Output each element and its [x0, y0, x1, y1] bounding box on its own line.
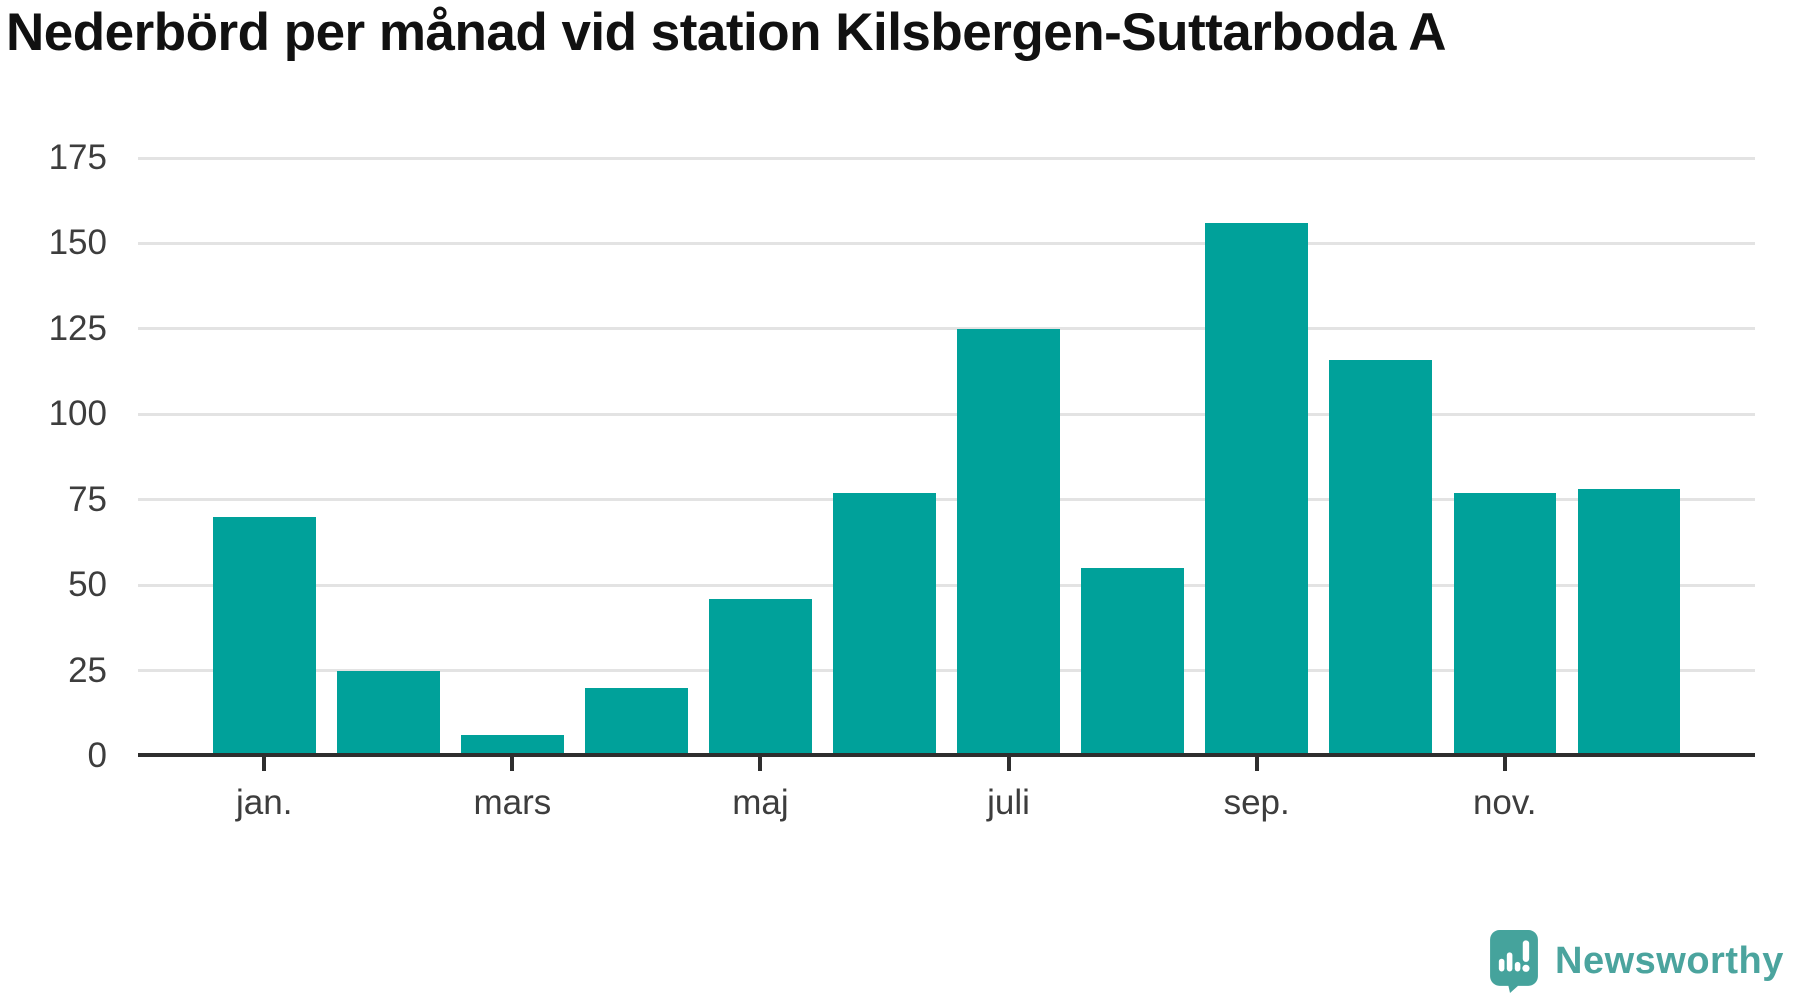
gridline-50	[138, 583, 1755, 587]
y-axis-label-100: 100	[48, 394, 107, 434]
x-axis-tick-maj	[758, 757, 763, 771]
bar-maj	[709, 598, 812, 756]
x-axis-label-maj: maj	[732, 783, 789, 822]
bar-juli	[957, 328, 1060, 756]
y-axis-label-75: 75	[68, 479, 107, 519]
x-axis-tick-nov	[1502, 757, 1507, 771]
x-axis-tick-juli	[1006, 757, 1011, 771]
x-axis-tick-jan	[262, 757, 267, 771]
bar-feb	[337, 670, 440, 756]
y-axis-label-175: 175	[48, 138, 107, 177]
x-axis-label-nov: nov.	[1472, 783, 1537, 822]
gridline-175	[138, 156, 1755, 160]
y-axis-label-25: 25	[68, 650, 107, 690]
x-axis-label-sep: sep.	[1223, 783, 1290, 822]
newsworthy-speech-bubble-icon	[1490, 930, 1538, 993]
x-axis-tick-sep	[1254, 757, 1259, 771]
bar-nov	[1453, 492, 1556, 756]
y-axis-label-150: 150	[48, 223, 107, 263]
x-axis-label-juli: juli	[987, 783, 1030, 822]
newsworthy-logo-text: Newsworthy	[1555, 940, 1784, 982]
y-axis-label-50: 50	[68, 565, 107, 605]
gridline-100	[138, 412, 1755, 416]
bar-dec	[1577, 489, 1681, 756]
gridline-150	[138, 241, 1755, 245]
gridline-25	[138, 669, 1755, 673]
y-axis-label-0: 0	[87, 736, 107, 775]
x-axis-tick-mars	[510, 757, 515, 771]
bar-mars	[461, 735, 564, 756]
chart-title: Nederbörd per månad vid station Kilsberg…	[6, 3, 1447, 62]
bar-jan	[213, 516, 316, 756]
x-axis-line	[138, 753, 1755, 757]
gridline-75	[138, 498, 1755, 502]
bar-juni	[833, 492, 936, 756]
bar-apr	[585, 687, 688, 756]
x-axis-label-jan: jan.	[236, 783, 293, 822]
bar-aug	[1081, 568, 1184, 756]
bar-okt	[1329, 359, 1432, 756]
newsworthy-logo: Newsworthy	[1490, 930, 1784, 993]
bar-sep	[1205, 222, 1308, 756]
y-axis-label-125: 125	[48, 308, 107, 348]
gridline-125	[138, 327, 1755, 331]
x-axis-label-mars: mars	[473, 783, 552, 822]
